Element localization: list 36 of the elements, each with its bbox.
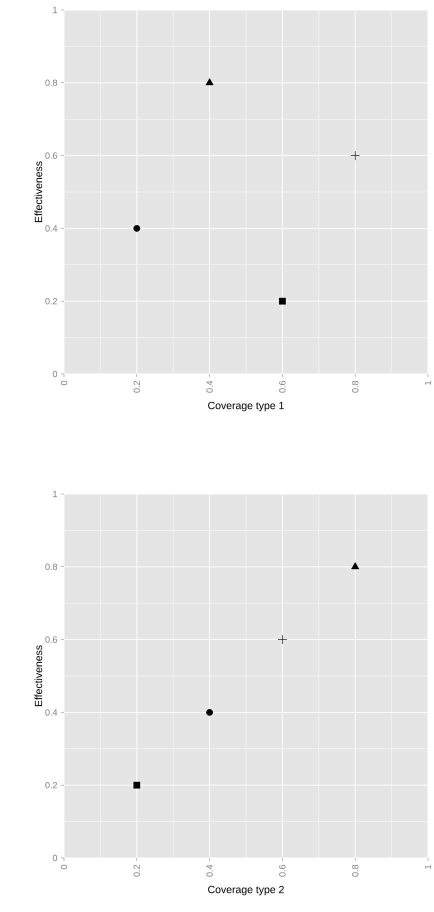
y-tick-label: 0.2 — [45, 782, 57, 788]
point — [351, 562, 360, 570]
x-tick-label: 0.2 — [133, 864, 140, 877]
x-axis-title: Coverage type 1 — [208, 402, 284, 412]
x-tick-label: 0 — [60, 864, 67, 870]
y-tick-label: 0.6 — [45, 636, 57, 643]
y-tick-label: 0.2 — [45, 298, 57, 304]
y-tick-label: 1 — [52, 490, 57, 498]
y-tick-label: 0.4 — [45, 225, 58, 232]
x-tick-label: 0.4 — [206, 864, 213, 877]
x-tick-label: 1 — [424, 380, 431, 385]
x-tick-label: 0.6 — [279, 864, 286, 877]
y-tick-label: 1 — [52, 6, 57, 14]
y-tick-label: 0.8 — [45, 80, 57, 86]
y-axis-title: Effectiveness — [34, 161, 42, 222]
x-tick-label: 0.4 — [206, 380, 213, 393]
y-tick-label: 0.8 — [45, 564, 57, 570]
y-tick-label: 0.4 — [45, 709, 58, 716]
x-tick-label: 0.8 — [352, 864, 358, 877]
y-tick-label: 0.6 — [45, 152, 57, 159]
point — [206, 709, 213, 716]
x-tick-label: 1 — [424, 864, 431, 869]
point — [133, 225, 140, 232]
x-tick-label: 0.8 — [352, 380, 358, 393]
x-axis-title: Coverage type 2 — [208, 886, 284, 896]
x-tick-label: 0.2 — [133, 380, 140, 393]
point — [277, 634, 287, 644]
y-tick-label: 0 — [52, 854, 57, 862]
point — [278, 298, 286, 305]
point — [133, 782, 140, 789]
y-tick-label: 0 — [52, 370, 57, 378]
x-tick-label: 0 — [60, 380, 67, 386]
x-tick-label: 0.6 — [279, 380, 286, 393]
point — [350, 150, 360, 160]
point — [205, 78, 214, 86]
y-axis-title: Effectiveness — [34, 645, 42, 706]
